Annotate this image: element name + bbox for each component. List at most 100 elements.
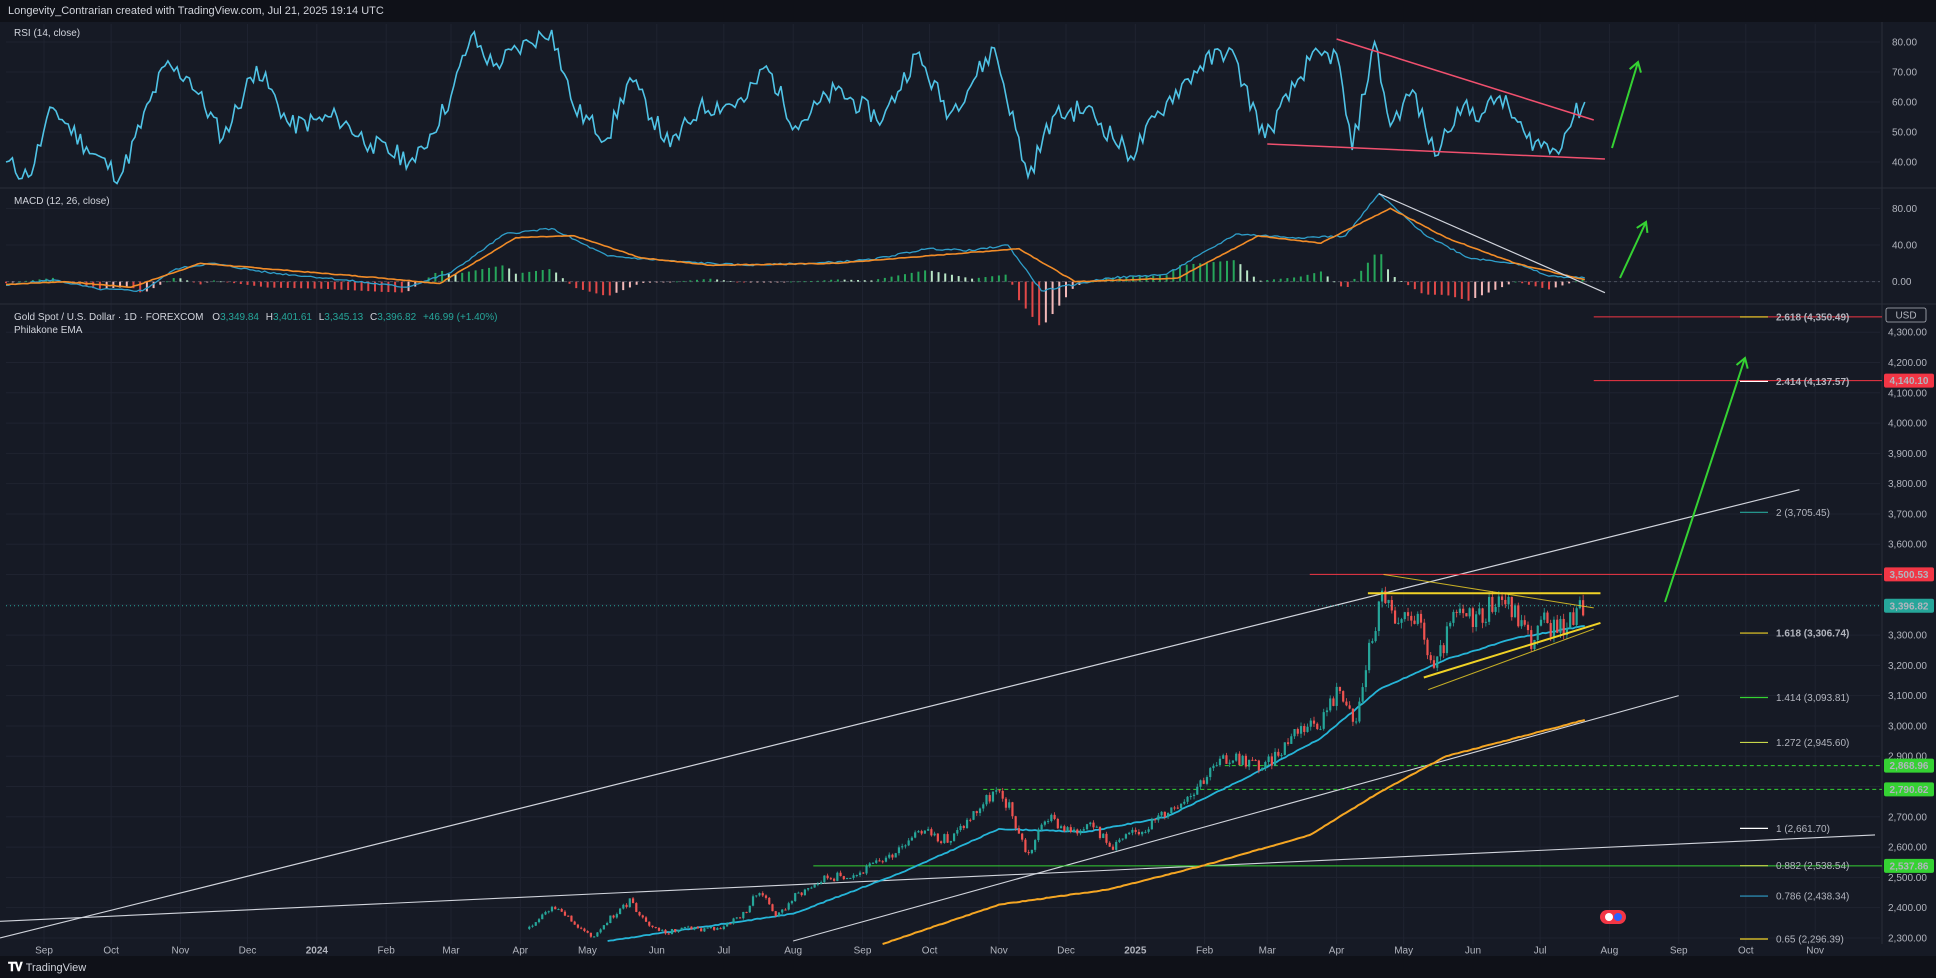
macd-hist-bar bbox=[1313, 273, 1316, 282]
candle-body bbox=[1199, 780, 1202, 787]
macd-hist-bar bbox=[152, 281, 155, 289]
candle-body bbox=[1549, 623, 1552, 637]
candle-body bbox=[706, 927, 709, 929]
candle-body bbox=[1530, 630, 1533, 649]
macd-hist-bar bbox=[903, 274, 906, 282]
macd-hist-bar bbox=[380, 281, 383, 292]
candle-body bbox=[1487, 596, 1491, 622]
macd-hist-bar bbox=[716, 279, 719, 282]
candle-body bbox=[709, 927, 712, 929]
candle-body bbox=[1312, 720, 1316, 724]
macd-hist-bar bbox=[1044, 281, 1047, 323]
candle-body bbox=[894, 853, 897, 858]
candle-body bbox=[722, 926, 725, 930]
candle-body bbox=[761, 893, 764, 896]
candle-body bbox=[1124, 834, 1128, 839]
price-tick-label: 2,500.00 bbox=[1888, 873, 1927, 884]
rsi-tick-label: 50.00 bbox=[1892, 128, 1917, 139]
macd-hist-bar bbox=[293, 281, 296, 289]
macd-breakout-arrow bbox=[1619, 221, 1647, 279]
macd-pane[interactable] bbox=[5, 192, 1880, 326]
time-tick-label: Sep bbox=[35, 945, 53, 956]
candle-body bbox=[836, 872, 839, 881]
ohlc-h-label: H bbox=[266, 312, 273, 323]
price-tick-label: 3,700.00 bbox=[1888, 509, 1927, 520]
candle-body bbox=[1400, 619, 1403, 623]
macd-hist-bar bbox=[1447, 281, 1450, 296]
candle-body bbox=[1225, 755, 1228, 764]
time-tick-label: Sep bbox=[854, 945, 872, 956]
macd-hist-bar bbox=[1407, 281, 1410, 286]
candle-body bbox=[1111, 846, 1115, 850]
macd-hist-bar bbox=[347, 281, 350, 291]
candle-body bbox=[962, 825, 965, 829]
candle-body bbox=[1170, 807, 1173, 814]
price-badge-label: 4,140.10 bbox=[1890, 376, 1929, 387]
events-flag-icon-2 bbox=[1614, 913, 1622, 921]
candle-body bbox=[949, 840, 952, 843]
macd-tick-label: 0.00 bbox=[1892, 277, 1912, 288]
candle-body bbox=[1108, 842, 1111, 847]
candle-body bbox=[862, 872, 865, 874]
macd-hist-bar bbox=[327, 281, 330, 289]
candle-body bbox=[1238, 753, 1241, 765]
macd-hist-bar bbox=[682, 280, 685, 282]
candle-body bbox=[852, 875, 855, 878]
candle-body bbox=[1416, 613, 1419, 624]
candle-body bbox=[1251, 759, 1254, 761]
macd-hist-bar bbox=[166, 281, 169, 283]
candle-body bbox=[920, 831, 923, 834]
macd-hist-bar bbox=[219, 281, 222, 283]
rsi-pane[interactable] bbox=[5, 29, 1642, 185]
candle-body bbox=[1196, 786, 1199, 795]
macd-hist-bar bbox=[1400, 281, 1403, 282]
candle-body bbox=[823, 875, 826, 883]
candle-body bbox=[1183, 801, 1186, 804]
macd-hist-bar bbox=[1018, 281, 1021, 301]
macd-hist-bar bbox=[789, 281, 792, 283]
candle-body bbox=[1345, 701, 1348, 706]
macd-hist-bar bbox=[1501, 281, 1504, 288]
candle-body bbox=[927, 829, 930, 831]
candle-body bbox=[923, 830, 926, 834]
macd-hist-bar bbox=[1199, 263, 1202, 282]
candle-body bbox=[1277, 751, 1280, 756]
candle-body bbox=[1329, 698, 1332, 711]
macd-hist-bar bbox=[581, 281, 584, 290]
candle-body bbox=[725, 923, 729, 927]
candle-body bbox=[586, 931, 589, 933]
price-badge bbox=[1884, 858, 1934, 873]
candle-body bbox=[1397, 622, 1400, 624]
macd-hist-bar bbox=[1212, 262, 1215, 282]
macd-hist-bar bbox=[461, 272, 464, 282]
macd-trendline bbox=[1378, 193, 1606, 294]
candle-body bbox=[1455, 611, 1458, 613]
time-tick-label: Dec bbox=[239, 945, 257, 956]
macd-hist-bar bbox=[897, 275, 900, 282]
candle-body bbox=[787, 903, 790, 910]
macd-hist-bar bbox=[702, 279, 705, 282]
price-tick-label: 4,100.00 bbox=[1888, 388, 1927, 399]
candle-body bbox=[1316, 723, 1319, 729]
time-tick-label: May bbox=[1394, 945, 1413, 956]
macd-hist-bar bbox=[816, 280, 819, 282]
candle-body bbox=[755, 895, 758, 897]
tradingview-logo[interactable]: 𝐓𝐕 TradingView bbox=[8, 960, 86, 975]
fib-level-label: 0.882 (2,538.54) bbox=[1776, 861, 1849, 872]
candle-body bbox=[1403, 612, 1406, 620]
price-badge-label: 3,500.53 bbox=[1890, 570, 1929, 581]
candle-body bbox=[1290, 736, 1293, 744]
header-text: Longevity_Contrarian created with Tradin… bbox=[8, 5, 384, 17]
macd-hist-bar bbox=[1433, 281, 1436, 295]
candle-body bbox=[667, 933, 670, 935]
candle-body bbox=[1293, 729, 1296, 737]
macd-hist-bar bbox=[863, 280, 866, 282]
macd-hist-bar bbox=[1554, 281, 1557, 288]
price-pane[interactable]: 2.618 (4,350.49) 2.414 (4,137.57) 2 (3,705… bbox=[0, 312, 1882, 946]
candle-body bbox=[531, 925, 534, 927]
candle-body bbox=[1494, 606, 1497, 612]
macd-hist-bar bbox=[568, 281, 571, 284]
candle-body bbox=[1439, 645, 1442, 657]
macd-hist-bar bbox=[373, 281, 376, 292]
